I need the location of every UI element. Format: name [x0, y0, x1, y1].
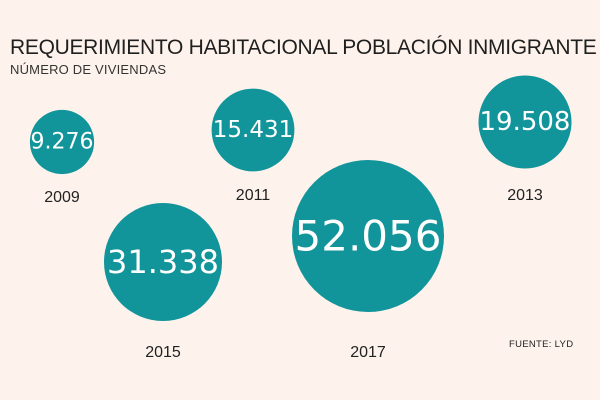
bubble-2015: 31.338 2015 [104, 203, 222, 361]
chart-subtitle: NÚMERO DE VIVIENDAS [10, 62, 167, 77]
bubble-2017: 52.056 2017 [292, 160, 444, 361]
bubble-value-label: 9.276 [31, 130, 94, 155]
bubble-circle-2015 [104, 203, 222, 321]
bubble-circle-2013 [478, 75, 572, 169]
bubble-value-label: 15.431 [213, 117, 293, 143]
year-label: 2017 [350, 344, 386, 361]
bubble-value-label: 19.508 [480, 107, 571, 137]
year-label: 2011 [236, 187, 271, 204]
bubble-2011: 15.431 2011 [211, 88, 295, 204]
chart-title: REQUERIMIENTO HABITACIONAL POBLACIÓN INM… [10, 36, 597, 59]
bubble-2013: 19.508 2013 [478, 75, 572, 204]
bubble-2009: 9.276 2009 [29, 109, 95, 206]
year-label: 2013 [507, 187, 543, 204]
bubble-value-label: 31.338 [107, 243, 219, 281]
year-label: 2015 [145, 344, 181, 361]
bubble-circle-2011 [211, 88, 295, 172]
source-note: FUENTE: LYD [509, 339, 574, 350]
bubble-value-label: 52.056 [295, 212, 442, 261]
bubble-circle-2017 [292, 160, 444, 312]
year-label: 2009 [44, 189, 80, 206]
bubble-circle-2009 [29, 109, 95, 175]
